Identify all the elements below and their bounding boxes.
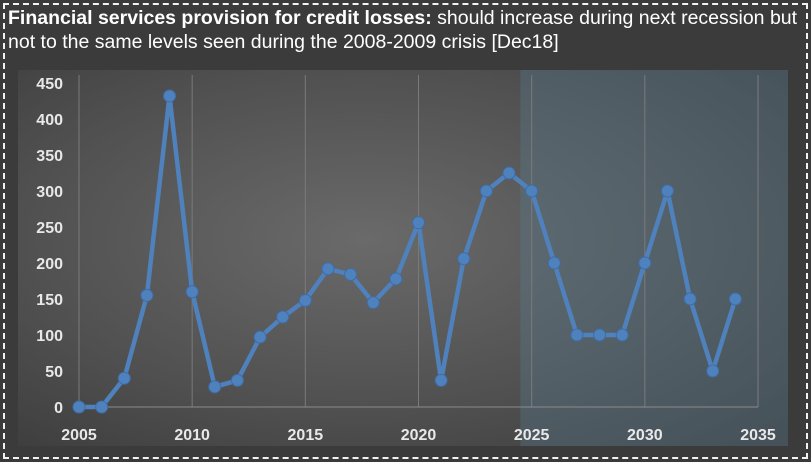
data-point-2021 [434,373,448,387]
x-tick-label-2020: 2020 [401,427,437,444]
y-tick-label-300: 300 [36,184,63,201]
chart-title: Financial services provision for credit … [8,6,798,54]
data-point-2034 [728,292,742,306]
y-tick-label-0: 0 [54,400,63,417]
data-point-2017 [344,268,358,282]
data-point-2006 [95,400,109,414]
y-tick-label-450: 450 [36,76,63,93]
data-point-2033 [706,364,720,378]
forecast-band [520,70,788,446]
y-tick-label-350: 350 [36,148,63,165]
data-point-2020 [412,216,425,230]
y-axis-ticks: 0 50 100 150 200 250 300 350 400 450 [36,76,63,417]
data-point-2015 [298,293,312,307]
x-axis-ticks: 2005 2010 2015 2020 2025 2030 2035 [61,427,776,444]
data-point-2027 [570,328,584,342]
data-point-2012 [230,373,244,387]
data-point-2019 [389,272,403,286]
data-point-2029 [615,328,629,342]
data-point-2005 [72,400,86,414]
data-point-2011 [208,380,222,394]
data-point-2026 [547,256,561,270]
x-tick-label-2025: 2025 [514,427,550,444]
data-point-2031 [660,184,674,198]
y-tick-label-50: 50 [45,364,63,381]
x-tick-label-2010: 2010 [174,427,210,444]
x-tick-label-2015: 2015 [288,427,324,444]
y-tick-label-150: 150 [36,292,63,309]
data-point-2030 [638,256,652,270]
data-markers [72,89,742,414]
data-point-2025 [525,184,539,198]
y-tick-label-200: 200 [36,256,63,273]
data-point-2008 [140,288,154,302]
series-line [79,93,738,410]
x-tick-label-2005: 2005 [61,427,97,444]
data-point-2022 [457,252,471,266]
plot-background [18,70,788,446]
data-point-2032 [683,292,697,306]
data-point-2023 [479,184,493,198]
data-point-2024 [502,166,516,180]
data-point-2013 [253,330,267,344]
data-point-2018 [366,296,380,310]
data-point-2014 [276,310,290,324]
y-tick-label-100: 100 [36,328,63,345]
data-point-2010 [185,285,199,299]
data-point-2007 [117,371,131,385]
grid-lines [78,75,759,408]
x-tick-label-2030: 2030 [627,427,663,444]
chart-title-rest: should increase during next recession bu… [8,7,798,53]
y-tick-label-400: 400 [36,112,63,129]
data-point-2009 [163,89,177,103]
data-point-2016 [321,262,335,276]
x-tick-label-2035: 2035 [740,427,776,444]
data-point-2028 [593,328,607,342]
chart-title-bold: Financial services provision for credit … [8,7,432,29]
y-tick-label-250: 250 [36,220,63,237]
